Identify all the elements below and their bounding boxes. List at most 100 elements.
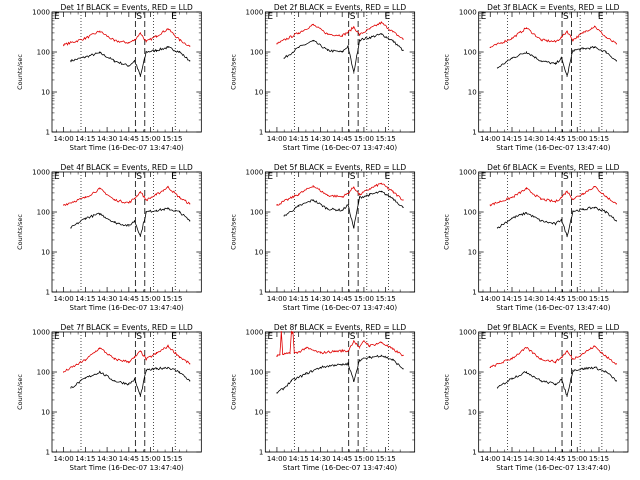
data-point-events <box>99 52 101 54</box>
x-tick-label: 14:30 <box>524 135 544 143</box>
data-point-events <box>572 210 574 212</box>
data-point-lld <box>84 359 86 361</box>
x-tick-label: 15:15 <box>589 295 609 303</box>
x-tick-label: 15:00 <box>140 295 160 303</box>
data-point-lld <box>282 353 284 355</box>
data-point-lld <box>369 188 371 190</box>
data-point-lld <box>145 199 147 201</box>
data-point-lld <box>298 32 300 34</box>
x-tick-label: 15:15 <box>376 455 396 463</box>
data-point-events <box>334 364 336 366</box>
chart-title: Det 6f BLACK = Events, RED = LLD <box>487 163 620 172</box>
y-axis-label: Counts/sec <box>16 374 24 410</box>
chart-title: Det 3f BLACK = Events, RED = LLD <box>487 3 620 12</box>
data-point-events <box>145 211 147 213</box>
y-axis-label: Counts/sec <box>229 214 237 250</box>
data-point-events <box>290 380 293 382</box>
data-point-lld <box>615 43 617 45</box>
data-point-events <box>167 46 169 49</box>
x-tick-label: 14:45 <box>545 455 565 463</box>
x-tick-label: 14:45 <box>332 295 352 303</box>
data-point-lld <box>582 32 584 34</box>
data-point-events <box>554 223 557 225</box>
data-point-events <box>560 378 562 381</box>
data-point-events <box>353 72 355 74</box>
data-point-lld <box>178 39 181 41</box>
x-axis-label: Start Time (16-Dec-07 13:47:40) <box>283 144 397 152</box>
data-point-lld <box>511 357 513 359</box>
y-tick-label: 10 <box>41 89 50 97</box>
data-point-lld <box>566 350 568 352</box>
y-tick-label: 1000 <box>459 9 477 17</box>
series-line-lld <box>63 344 191 373</box>
data-point-events <box>554 63 557 65</box>
chart-panel-5: Det 5f BLACK = Events, RED = LLD 1 10 100 10… <box>229 163 416 312</box>
data-point-events <box>347 45 349 47</box>
series-line-lld <box>276 330 404 357</box>
data-point-events <box>99 371 101 373</box>
x-tick-label: 14:00 <box>54 135 74 143</box>
data-point-events <box>358 196 361 199</box>
data-point-events <box>167 366 169 369</box>
x-tick-label: 15:00 <box>567 135 587 143</box>
data-point-events <box>341 209 343 211</box>
data-point-lld <box>341 196 343 198</box>
data-point-lld <box>402 38 404 40</box>
data-point-events <box>134 220 136 222</box>
y-tick-label: 10 <box>41 249 50 257</box>
data-point-events <box>594 366 596 369</box>
data-point-events <box>347 363 349 365</box>
series-line-lld <box>490 26 617 48</box>
x-tick-label: 15:15 <box>162 295 182 303</box>
marker-label-e-right: E <box>385 12 391 22</box>
data-point-events <box>276 392 278 394</box>
data-point-lld <box>489 204 491 206</box>
data-point-lld <box>353 340 355 342</box>
data-point-events <box>84 377 86 379</box>
data-point-events <box>594 206 596 209</box>
y-tick-label: 100 <box>37 49 50 57</box>
data-point-events <box>347 204 349 206</box>
data-point-lld <box>178 356 181 358</box>
data-point-events <box>341 51 343 53</box>
data-point-lld <box>615 363 617 365</box>
data-point-events <box>189 60 191 62</box>
marker-label-s: S <box>136 12 142 22</box>
x-tick-label: 15:00 <box>140 135 160 143</box>
x-tick-label: 15:15 <box>589 135 609 143</box>
data-point-events <box>312 40 314 42</box>
y-axis-label: Counts/sec <box>443 54 451 90</box>
x-tick-label: 14:45 <box>119 455 139 463</box>
data-point-lld <box>402 354 404 357</box>
y-tick-label: 1000 <box>459 329 477 337</box>
data-point-lld <box>99 347 101 349</box>
data-point-lld <box>155 194 157 196</box>
data-point-events <box>496 387 499 389</box>
data-point-lld <box>605 36 607 39</box>
data-point-lld <box>99 30 101 32</box>
y-tick-label: 1 <box>46 289 50 297</box>
data-point-lld <box>594 25 596 27</box>
x-tick-label: 14:30 <box>310 295 330 303</box>
data-point-lld <box>560 356 562 359</box>
data-point-events <box>402 49 404 51</box>
data-point-lld <box>167 28 169 30</box>
x-tick-label: 15:15 <box>376 295 396 303</box>
data-point-events <box>496 227 499 229</box>
data-point-lld <box>189 203 191 205</box>
data-point-lld <box>155 35 157 37</box>
y-tick-label: 100 <box>463 369 476 377</box>
data-point-lld <box>305 347 307 349</box>
data-point-events <box>341 364 343 366</box>
y-tick-label: 1 <box>259 449 263 457</box>
y-tick-label: 1000 <box>32 169 50 177</box>
plot-frame <box>264 331 416 453</box>
data-point-events <box>566 395 568 397</box>
data-point-events <box>189 380 191 382</box>
data-point-lld <box>334 350 336 352</box>
data-point-events <box>582 208 584 211</box>
chart-title: Det 5f BLACK = Events, RED = LLD <box>274 163 407 172</box>
x-tick-label: 14:15 <box>502 455 522 463</box>
x-axis-label: Start Time (16-Dec-07 13:47:40) <box>70 144 184 152</box>
y-tick-label: 1 <box>472 449 476 457</box>
